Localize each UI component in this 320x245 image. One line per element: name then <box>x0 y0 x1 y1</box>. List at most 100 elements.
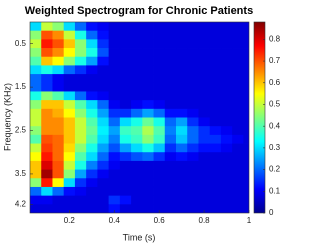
heat-cell <box>220 204 233 213</box>
y-tick-label: 1.5 <box>15 82 27 91</box>
heat-cell <box>209 108 222 118</box>
heat-cell <box>119 74 132 84</box>
heat-cell <box>119 152 132 162</box>
heat-cell <box>63 204 76 213</box>
heat-cell <box>164 100 177 110</box>
heat-cell <box>164 56 177 66</box>
heat-cell <box>74 108 87 118</box>
heat-cell <box>176 48 188 58</box>
heat-cell <box>153 126 166 136</box>
heat-cell <box>209 117 222 127</box>
heat-cell <box>52 82 65 92</box>
heat-cell <box>209 48 222 58</box>
heat-cell <box>131 82 143 92</box>
heat-cell <box>232 195 244 205</box>
heat-cell <box>164 204 177 213</box>
heat-cell <box>131 195 143 205</box>
heat-cell <box>63 22 76 32</box>
heat-cell <box>97 91 110 101</box>
heat-cell <box>232 204 244 213</box>
heat-cell <box>97 56 110 66</box>
heat-cell <box>97 48 110 58</box>
heat-cell <box>74 134 87 144</box>
heat-cell <box>220 134 233 144</box>
heat-cell <box>52 48 65 58</box>
heat-cell <box>232 152 244 162</box>
heat-cell <box>97 65 110 75</box>
heat-cell <box>52 91 65 101</box>
heat-cell <box>74 143 87 153</box>
heat-cell <box>243 186 249 197</box>
y-axis-label: Frequency (KHz) <box>2 83 12 151</box>
heat-cell <box>119 169 132 179</box>
heat-cell <box>108 82 121 92</box>
heat-cell <box>63 91 76 101</box>
heat-cell <box>63 74 76 84</box>
heat-cell <box>232 39 244 49</box>
heat-cell <box>131 152 143 162</box>
heat-cell <box>142 195 154 205</box>
heat-cell <box>86 82 98 92</box>
heat-cell <box>232 108 244 118</box>
heat-cell <box>142 91 154 101</box>
heat-cell <box>176 117 188 127</box>
heat-cell <box>41 134 53 144</box>
heat-cell <box>187 48 199 58</box>
heat-cell <box>187 134 199 144</box>
heat-cell <box>52 152 65 162</box>
heat-cell <box>209 65 222 75</box>
heat-cell <box>30 134 42 144</box>
heat-cell <box>198 48 211 58</box>
heat-cell <box>86 65 98 75</box>
heat-cell <box>232 82 244 92</box>
heat-cell <box>97 108 110 118</box>
heat-cell <box>243 30 249 40</box>
heat-cell <box>41 82 53 92</box>
heat-cell <box>176 152 188 162</box>
heat-cell <box>153 178 166 188</box>
heat-cell <box>74 126 87 136</box>
heat-cell <box>153 74 166 84</box>
heat-cell <box>52 74 65 84</box>
heat-cell <box>119 108 132 118</box>
heat-cell <box>142 126 154 136</box>
heat-cell <box>176 169 188 179</box>
heat-cell <box>86 143 98 153</box>
heat-cell <box>142 186 154 197</box>
heat-cell <box>131 65 143 75</box>
heat-cell <box>220 117 233 127</box>
heat-cell <box>142 178 154 188</box>
heat-cell <box>220 195 233 205</box>
heat-cell <box>142 108 154 118</box>
heat-cell <box>119 56 132 66</box>
heat-cell <box>153 117 166 127</box>
heat-cell <box>131 100 143 110</box>
heat-cell <box>131 39 143 49</box>
heat-cell <box>232 30 244 40</box>
heat-cell <box>209 204 222 213</box>
heat-cell <box>63 195 76 205</box>
heat-cell <box>119 22 132 32</box>
heat-cell <box>52 134 65 144</box>
heat-cell <box>243 65 249 75</box>
heat-cell <box>176 100 188 110</box>
heat-cell <box>243 195 249 205</box>
heat-cell <box>97 39 110 49</box>
heat-cell <box>187 108 199 118</box>
heat-cell <box>220 74 233 84</box>
heat-cell <box>30 117 42 127</box>
heat-cell <box>131 169 143 179</box>
heat-cell <box>30 178 42 188</box>
heat-cell <box>131 91 143 101</box>
heat-cell <box>86 186 98 197</box>
heat-cell <box>164 117 177 127</box>
heat-cell <box>187 195 199 205</box>
heat-cell <box>52 22 65 32</box>
heat-cell <box>63 152 76 162</box>
heat-cell <box>220 126 233 136</box>
heat-cell <box>108 74 121 84</box>
heat-cell <box>119 100 132 110</box>
heat-cell <box>86 160 98 170</box>
heat-cell <box>220 143 233 153</box>
heat-cell <box>74 152 87 162</box>
